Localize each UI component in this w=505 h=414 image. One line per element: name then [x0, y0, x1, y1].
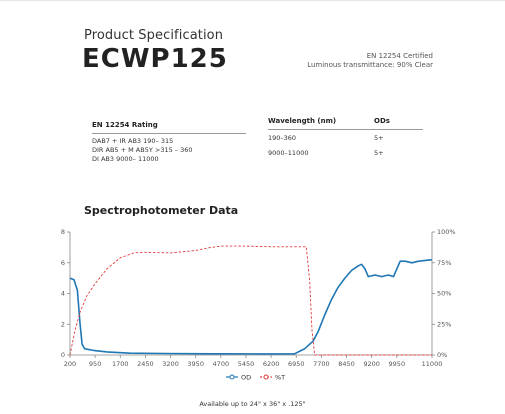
y-left-tick-label: 4: [61, 290, 65, 298]
y-left-tick-label: 2: [61, 320, 65, 328]
legend-marker-t: [263, 374, 269, 380]
x-tick-label: 5450: [238, 360, 255, 368]
x-tick-label: 3200: [162, 360, 179, 368]
x-tick-label: 9950: [389, 360, 406, 368]
x-tick-label: 7700: [313, 360, 330, 368]
x-tick-label: 3950: [187, 360, 204, 368]
y-right-tick-label: 25%: [437, 320, 451, 328]
y-right-tick-label: 0%: [437, 351, 447, 359]
y-left-tick-label: 6: [61, 259, 65, 267]
spectrophotometer-chart: 0 2 4 6 8 0% 25% 50% 75% 100% 200 950 1700 2450 3200 39…: [61, 228, 456, 381]
y-left-tick-label: 8: [61, 228, 65, 236]
rating-row: DIR AB5 + M AB5Y >315 – 360: [92, 146, 193, 154]
x-tick-label: 11000: [422, 360, 443, 368]
y-right-tick-label: 50%: [437, 290, 451, 298]
x-tick-label: 200: [64, 360, 76, 368]
rating-row: DAB7 + IR AB3 190– 315: [92, 137, 174, 145]
availability-note: Available up to 24" x 36" x .125": [199, 400, 306, 408]
legend-label-od: OD: [241, 373, 251, 381]
x-tick-label: 4700: [213, 360, 230, 368]
legend-label-t: %T: [275, 373, 285, 381]
rating-row: DI AB3 9000– 11000: [92, 155, 159, 163]
wavelength-table-header: Wavelength (nm) ODs: [268, 117, 423, 130]
x-tick-label: 1700: [112, 360, 129, 368]
wavelength-value: 9000–11000: [268, 149, 309, 157]
certification-block: EN 12254 Certified Luminous transmittanc…: [307, 52, 433, 70]
doc-subtitle: Product Specification: [84, 28, 224, 43]
cert-line: EN 12254 Certified: [366, 52, 433, 60]
x-tick-label: 8450: [338, 360, 355, 368]
wavelength-row: 190–360 5+: [268, 134, 423, 142]
col-ods: ODs: [374, 117, 390, 125]
legend-marker-od: [229, 374, 235, 380]
y-right-tick-label: 75%: [437, 259, 451, 267]
col-wavelength: Wavelength (nm): [268, 117, 337, 125]
od-value: 5+: [374, 149, 384, 157]
x-tick-label: 2450: [137, 360, 154, 368]
x-tick-label: 6950: [288, 360, 305, 368]
x-tick-label: 950: [89, 360, 101, 368]
wavelength-row: 9000–11000 5+: [268, 149, 423, 157]
y-left-tick-label: 0: [61, 351, 65, 359]
x-tick-label: 9200: [363, 360, 380, 368]
top-divider: [0, 0, 505, 1]
product-name: ECWP125: [82, 44, 228, 74]
x-tick-label: 6200: [263, 360, 280, 368]
series-line-t: [69, 245, 432, 356]
y-right-tick-label: 100%: [437, 228, 456, 236]
rating-heading: EN 12254 Rating: [92, 121, 246, 134]
series-line-od: [69, 258, 433, 355]
transmittance-line: Luminous transmittance: 90% Clear: [307, 61, 433, 69]
wavelength-value: 190–360: [268, 134, 297, 142]
chart-title: Spectrophotometer Data: [84, 204, 239, 217]
od-value: 5+: [374, 134, 384, 142]
rating-list: DAB7 + IR AB3 190– 315 DIR AB5 + M AB5Y …: [92, 137, 193, 164]
